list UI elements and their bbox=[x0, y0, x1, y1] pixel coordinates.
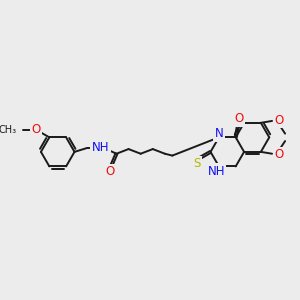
Text: N: N bbox=[214, 127, 223, 140]
Text: O: O bbox=[235, 112, 244, 125]
Text: NH: NH bbox=[92, 141, 109, 154]
Text: CH₃: CH₃ bbox=[0, 125, 17, 135]
Text: S: S bbox=[193, 158, 200, 170]
Text: O: O bbox=[275, 113, 284, 127]
Text: O: O bbox=[32, 123, 41, 136]
Text: O: O bbox=[275, 148, 284, 161]
Text: NH: NH bbox=[207, 164, 225, 178]
Text: O: O bbox=[105, 165, 115, 178]
